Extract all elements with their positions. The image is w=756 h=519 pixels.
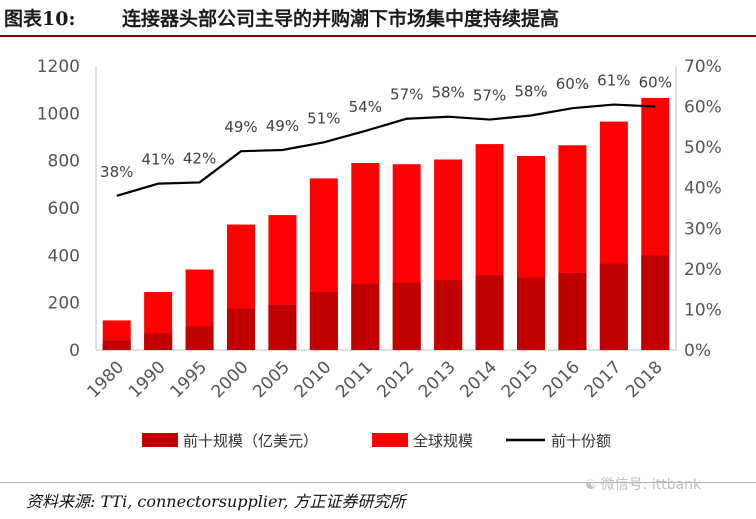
- wechat-icon: ☯: [585, 478, 597, 493]
- figure-title: 连接器头部公司主导的并购潮下市场集中度持续提高: [122, 8, 560, 30]
- data-label-share: 60%: [556, 75, 589, 93]
- bar-top10-size: [558, 273, 587, 350]
- legend-label-share: 前十份额: [551, 432, 611, 450]
- y-left-tick-label: 1000: [37, 104, 80, 124]
- figure-header: 图表10: 连接器头部公司主导的并购潮下市场集中度持续提高: [0, 0, 756, 34]
- x-tick-label: 2005: [249, 357, 294, 402]
- watermark: ☯ 微信号: ittbank: [585, 474, 701, 494]
- y-left-tick-label: 600: [48, 199, 80, 219]
- data-label-share: 51%: [307, 109, 340, 127]
- y-left-tick-label: 200: [48, 294, 80, 314]
- x-tick-label: 1980: [84, 357, 129, 402]
- bar-top10-size: [641, 255, 670, 350]
- data-label-share: 58%: [514, 82, 547, 100]
- x-tick-label: 2012: [374, 357, 419, 402]
- data-label-share: 61%: [597, 72, 630, 90]
- data-label-share: 54%: [349, 98, 382, 116]
- x-tick-label: 2016: [539, 357, 584, 402]
- y-right-tick-label: 70%: [684, 57, 722, 77]
- x-tick-label: 2010: [291, 357, 336, 402]
- x-tick-label: 1990: [125, 357, 170, 402]
- bar-top10-size: [599, 263, 628, 350]
- y-right-tick-label: 0%: [684, 341, 711, 361]
- y-right-tick-label: 10%: [684, 300, 722, 320]
- data-label-share: 41%: [141, 151, 174, 169]
- y-right-tick-label: 20%: [684, 260, 722, 280]
- legend-label-global: 全球规模: [413, 432, 473, 450]
- data-label-share: 42%: [183, 149, 216, 167]
- x-tick-label: 2011: [332, 357, 377, 402]
- data-label-share: 38%: [100, 163, 133, 181]
- bar-top10-size: [392, 282, 421, 350]
- bar-top10-size: [144, 333, 173, 350]
- x-tick-label: 2013: [415, 357, 460, 402]
- bar-top10-size: [434, 280, 463, 350]
- bar-top10-size: [517, 277, 545, 350]
- bar-top10-size: [185, 326, 214, 350]
- y-left-tick-label: 1200: [37, 57, 80, 77]
- y-left-tick-label: 800: [48, 152, 80, 172]
- x-tick-label: 2017: [581, 357, 626, 402]
- y-right-tick-label: 50%: [684, 138, 722, 158]
- data-label-share: 57%: [390, 86, 423, 104]
- bar-top10-size: [227, 308, 255, 350]
- line-top10-share: [116, 103, 656, 197]
- chart: 0 200 400 600 800 1000 1200 0% 10% 20% 30% 40% 50% 60…: [37, 57, 722, 450]
- x-tick-label: 1995: [166, 357, 211, 402]
- footer-rule: [0, 482, 756, 483]
- watermark-text: 微信号: ittbank: [600, 477, 702, 493]
- y-left-tick-label: 400: [48, 246, 80, 266]
- x-tick-label: 2015: [498, 357, 543, 402]
- legend-label-top10: 前十规模（亿美元）: [183, 432, 318, 450]
- source-note: 资料来源: TTi, connectorsupplier, 方正证券研究所: [26, 492, 406, 511]
- data-label-share: 49%: [266, 117, 299, 135]
- data-label-share: 49%: [224, 118, 257, 136]
- bar-top10-size: [268, 305, 297, 350]
- bar-top10-size: [475, 275, 504, 350]
- data-label-share: 57%: [473, 87, 506, 105]
- y-left-tick-label: 0: [69, 341, 80, 361]
- bar-top10-size: [309, 292, 338, 350]
- x-tick-label: 2014: [456, 357, 501, 402]
- figure-label: 图表10:: [4, 8, 76, 30]
- y-right-tick-label: 60%: [684, 98, 722, 118]
- header-rule: [0, 35, 756, 37]
- bar-top10-size: [102, 340, 131, 350]
- y-right-tick-label: 30%: [684, 219, 722, 239]
- data-label-share: 60%: [639, 74, 672, 92]
- data-label-share: 58%: [431, 84, 464, 102]
- x-tick-label: 2000: [208, 357, 253, 402]
- y-right-tick-label: 40%: [684, 179, 722, 199]
- legend-swatch-top10: [142, 433, 178, 447]
- x-tick-label: 2018: [622, 357, 667, 402]
- legend-swatch-global: [372, 433, 408, 447]
- bar-top10-size: [351, 283, 380, 350]
